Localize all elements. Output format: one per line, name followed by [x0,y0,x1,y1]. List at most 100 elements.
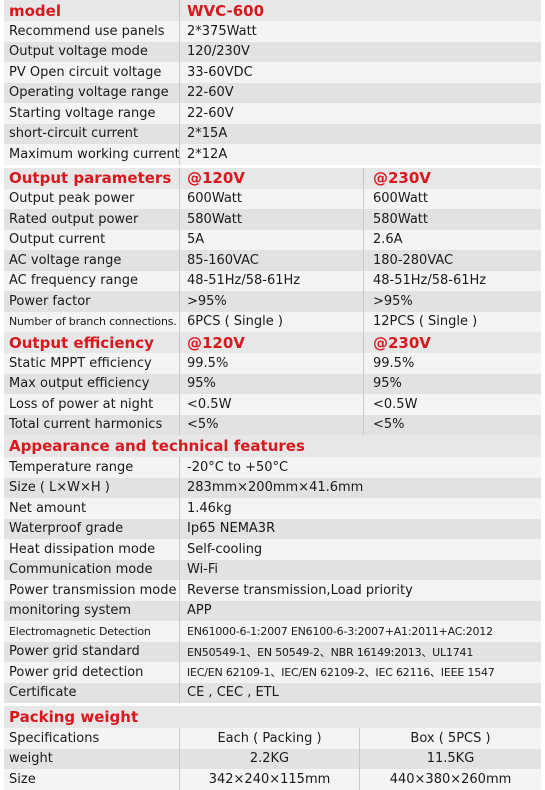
output-efficiency-header-row: Output efficiency @120V @230V [4,332,541,353]
output-parameters-col1: @120V [180,167,364,189]
spec-row: Power grid detection IEC/EN 62109-1、IEC/E… [4,662,541,683]
spec-row: PV Open circuit voltage 33-60VDC [4,62,541,83]
output-parameters-rows: Output peak power 600Watt 600Watt Rated out… [4,188,541,332]
spec-row: Power factor >95% >95% [4,291,541,312]
spec-row: Communication mode Wi-Fi [4,559,541,580]
spec-value: -20°C to +50°C [187,459,289,475]
output-efficiency-rows: Static MPPT efficiency 99.5% 99.5% Max outp… [4,353,541,435]
spec-value-1: 5A [180,229,364,250]
spec-value-2: <0.5W [373,396,418,412]
spec-row: weight 2.2KG 11.5KG [4,748,541,769]
spec-value: 120/230V [187,44,250,60]
spec-row: Waterproof grade Ip65 NEMA3R [4,518,541,539]
spec-value-2: 580Watt [373,211,428,227]
spec-row: Loss of power at night <0.5W <0.5W [4,394,541,415]
spec-value: 283mm×200mm×41.6mm [187,480,364,496]
spec-label: Power grid detection [4,662,180,683]
spec-row: Static MPPT efficiency 99.5% 99.5% [4,353,541,374]
spec-label: Starting voltage range [4,103,180,124]
spec-label: Heat dissipation mode [4,539,180,560]
spec-row: Rated output power 580Watt 580Watt [4,209,541,230]
spec-value-2: 12PCS ( Single ) [373,314,478,330]
spec-value-1: 6PCS ( Single ) [180,311,364,332]
spec-label: Power factor [4,291,180,312]
spec-label: Max output efficiency [4,373,180,394]
spec-label: Communication mode [4,559,180,580]
spec-row: Starting voltage range 22-60V [4,103,541,124]
spec-value-2: 440×380×260mm [389,771,512,787]
spec-row: Output peak power 600Watt 600Watt [4,188,541,209]
spec-row: Maximum working current 2*12A [4,144,541,165]
spec-label: Output peak power [4,188,180,209]
spec-label: AC frequency range [4,270,180,291]
spec-row: Operating voltage range 22-60V [4,82,541,103]
spec-value-1: <5% [180,414,364,435]
spec-value-2: >95% [373,293,413,309]
spec-row: Output voltage mode 120/230V [4,41,541,62]
spec-value: APP [187,603,212,619]
appearance-header-row: Appearance and technical features [4,435,541,457]
spec-row: Output current 5A 2.6A [4,229,541,250]
spec-value-1: 342×240×115mm [180,769,360,790]
spec-row: Number of branch connections. 6PCS ( Sing… [4,311,541,332]
spec-value-2: 48-51Hz/58-61Hz [373,273,487,289]
spec-label: Output current [4,229,180,250]
output-efficiency-col2: @230V [373,333,431,352]
packing-label: Packing weight [9,708,139,726]
spec-label: weight [4,748,180,769]
spec-value-1: <0.5W [180,394,364,415]
spec-label: Power grid standard [4,641,180,662]
spec-value-1: 95% [180,373,364,394]
spec-label: Rated output power [4,209,180,230]
spec-label: Total current harmonics [4,414,180,435]
spec-value: Ip65 NEMA3R [187,521,276,537]
output-efficiency-col1: @120V [180,332,364,353]
spec-value: Reverse transmission,Load priority [187,582,413,598]
spec-label: PV Open circuit voltage [4,62,180,83]
spec-value: 22-60V [187,105,234,121]
output-parameters-label: Output parameters [4,167,180,189]
spec-label: Loss of power at night [4,394,180,415]
spec-label: Operating voltage range [4,82,180,103]
spec-value-2: 95% [373,376,402,392]
spec-row: Total current harmonics <5% <5% [4,414,541,435]
spec-value: CE , CEC , ETL [187,685,279,701]
model-rows: Recommend use panels 2*375Watt Output volt… [4,21,541,165]
spec-label: Recommend use panels [4,21,180,42]
spec-value-2: 180-280VAC [373,252,454,268]
spec-row: Power grid standard EN50549-1、EN 50549-2、… [4,641,541,662]
spec-row: Power transmission mode Reverse transmiss… [4,580,541,601]
spec-label: Certificate [4,682,180,703]
spec-row: AC frequency range 48-51Hz/58-61Hz 48-51Hz… [4,270,541,291]
spec-value: 33-60VDC [187,64,253,80]
spec-row: Net amount 1.46kg [4,498,541,519]
spec-row: monitoring system APP [4,600,541,621]
spec-value-2: 2.6A [373,232,403,248]
spec-label: Number of branch connections. [4,311,180,332]
spec-value: 22-60V [187,85,234,101]
spec-value: IEC/EN 62109-1、IEC/EN 62109-2、IEC 62116、… [187,666,495,680]
spec-value: 2*12A [187,146,228,162]
spec-value-2: <5% [373,417,405,433]
spec-label: AC voltage range [4,250,180,271]
spec-value-1: 580Watt [180,209,364,230]
spec-row: Recommend use panels 2*375Watt [4,21,541,42]
output-efficiency-label: Output efficiency [4,332,180,353]
spec-row: short-circuit current 2*15A [4,123,541,144]
spec-label: Electromagnetic Detection [4,621,180,642]
spec-label: Net amount [4,498,180,519]
spec-label: short-circuit current [4,123,180,144]
spec-label: Size [4,769,180,790]
spec-value-2: 99.5% [373,355,415,371]
spec-row: Size ( L×W×H ) 283mm×200mm×41.6mm [4,477,541,498]
spec-row: Temperature range -20°C to +50°C [4,457,541,478]
spec-value: Wi-Fi [187,562,219,578]
spec-value-1: Each ( Packing ) [180,728,360,749]
spec-row: Certificate CE , CEC , ETL [4,682,541,703]
spec-row: Max output efficiency 95% 95% [4,373,541,394]
spec-value: Self-cooling [187,541,263,557]
spec-value: 2*375Watt [187,23,257,39]
spec-row: Size 342×240×115mm 440×380×260mm [4,769,541,790]
spec-label: Power transmission mode [4,580,180,601]
spec-value-2: 600Watt [373,191,428,207]
